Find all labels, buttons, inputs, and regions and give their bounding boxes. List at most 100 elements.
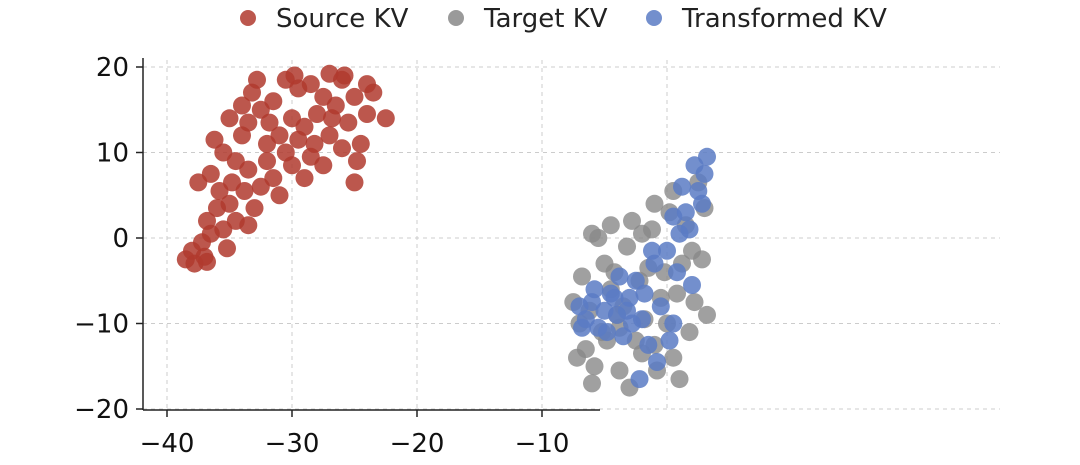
scatter-point-target-kv xyxy=(664,348,683,367)
scatter-point-transformed-kv xyxy=(618,301,636,320)
legend: Source KV Target KV Transformed KV xyxy=(240,4,887,34)
scatter-point-target-kv xyxy=(610,361,629,380)
axes-layer xyxy=(142,58,600,411)
scatter-point-transformed-kv xyxy=(693,194,711,213)
x-tick-label: −20 xyxy=(390,429,445,459)
y-tick-label: 10 xyxy=(96,139,129,169)
legend-label-source-kv: Source KV xyxy=(276,4,409,34)
scatter-point-source-kv xyxy=(220,194,239,213)
scatter-point-source-kv xyxy=(264,169,283,188)
scatter-point-target-kv xyxy=(670,370,689,389)
scatter-point-source-kv xyxy=(301,75,320,94)
scatter-point-target-kv xyxy=(680,323,699,342)
scatter-point-target-kv xyxy=(698,305,716,324)
scatter-point-transformed-kv xyxy=(673,177,691,196)
scatter-point-target-kv xyxy=(573,267,591,286)
scatter-point-transformed-kv xyxy=(639,335,658,354)
scatter-point-target-kv xyxy=(623,211,641,230)
scatter-point-target-kv xyxy=(693,250,711,269)
scatter-point-target-kv xyxy=(568,348,586,367)
scatter-point-source-kv xyxy=(260,113,279,132)
scatter-point-source-kv xyxy=(305,134,324,153)
scatter-point-transformed-kv xyxy=(605,288,624,307)
scatter-point-source-kv xyxy=(358,105,376,123)
scatter-point-source-kv xyxy=(220,109,239,128)
scatter-point-transformed-kv xyxy=(585,280,604,299)
scatter-point-target-kv xyxy=(618,237,636,256)
scatter-point-source-kv xyxy=(258,134,276,153)
scatter-point-transformed-kv xyxy=(630,370,649,389)
scatter-point-source-kv xyxy=(251,100,270,119)
scatter-point-target-kv xyxy=(668,284,686,303)
scatter-point-transformed-kv xyxy=(573,318,591,337)
scatter-point-transformed-kv xyxy=(664,207,683,226)
ticks-layer: −40 −30 −20 −10 20 10 0 −10 −20 xyxy=(74,53,569,459)
y-tick-label: −20 xyxy=(74,395,129,425)
scatter-point-source-kv xyxy=(345,173,364,192)
scatter-point-source-kv xyxy=(376,109,395,128)
legend-label-target-kv: Target KV xyxy=(483,4,608,34)
scatter-point-target-kv xyxy=(601,216,620,235)
scatter-point-transformed-kv xyxy=(598,323,616,342)
scatter-point-transformed-kv xyxy=(664,314,683,333)
scatter-point-transformed-kv xyxy=(614,327,633,346)
scatter-point-target-kv xyxy=(585,357,604,376)
scatter-point-transformed-kv xyxy=(651,297,670,316)
legend-marker-target-kv xyxy=(448,10,464,26)
scatter-point-source-kv xyxy=(333,139,351,158)
scatter-point-source-kv xyxy=(198,211,216,230)
scatter-point-target-kv xyxy=(643,220,661,239)
legend-label-transformed-kv: Transformed KV xyxy=(681,4,887,34)
scatter-point-source-kv xyxy=(335,66,354,85)
scatter-point-source-kv xyxy=(295,169,314,188)
scatter-point-source-kv xyxy=(245,199,264,218)
scatter-point-transformed-kv xyxy=(680,220,699,239)
scatter-point-transformed-kv xyxy=(643,241,661,260)
scatter-point-source-kv xyxy=(283,156,301,175)
scatter-point-source-kv xyxy=(345,87,364,106)
scatter-point-source-kv xyxy=(198,252,216,271)
scatter-point-source-kv xyxy=(189,173,208,192)
scatter-point-source-kv xyxy=(285,66,304,85)
scatter-point-source-kv xyxy=(320,64,339,83)
scatter-point-source-kv xyxy=(270,186,289,205)
scatter-point-target-kv xyxy=(645,194,664,213)
scatter-point-source-kv xyxy=(323,109,341,128)
scatter-point-transformed-kv xyxy=(635,284,654,303)
x-tick-label: −30 xyxy=(265,429,320,459)
scatter-point-source-kv xyxy=(205,130,224,149)
scatter-point-source-kv xyxy=(358,75,376,94)
legend-marker-transformed-kv xyxy=(646,10,662,26)
scatter-point-source-kv xyxy=(226,152,245,171)
scatter-point-target-kv xyxy=(583,374,601,393)
legend-marker-source-kv xyxy=(240,10,256,26)
scatter-point-transformed-kv xyxy=(626,271,645,290)
scatter-point-transformed-kv xyxy=(648,353,666,371)
scatter-point-source-kv xyxy=(339,113,358,132)
scatter-point-target-kv xyxy=(583,224,601,243)
scatter-point-source-kv xyxy=(348,152,366,171)
scatter-point-target-kv xyxy=(685,293,704,312)
x-tick-label: −10 xyxy=(515,429,570,459)
scatter-point-transformed-kv xyxy=(610,267,629,286)
scatter-point-source-kv xyxy=(233,126,251,145)
x-tick-label: −40 xyxy=(140,429,195,459)
scatter-point-source-kv xyxy=(218,239,236,258)
scatter-point-transformed-kv xyxy=(658,241,676,260)
scatter-point-source-kv xyxy=(314,87,333,106)
points-layer xyxy=(176,64,716,397)
scatter-point-source-kv xyxy=(248,70,266,89)
scatter-point-source-kv xyxy=(320,126,339,145)
scatter-point-source-kv xyxy=(351,134,370,153)
scatter-point-transformed-kv xyxy=(660,331,679,350)
scatter-point-source-kv xyxy=(210,182,229,200)
scatter-point-source-kv xyxy=(239,216,258,235)
scatter-point-source-kv xyxy=(233,96,251,115)
scatter-point-source-kv xyxy=(258,152,276,171)
scatter-point-transformed-kv xyxy=(668,263,686,282)
scatter-point-source-kv xyxy=(308,105,326,123)
scatter-point-transformed-kv xyxy=(698,147,716,166)
scatter-point-source-kv xyxy=(314,156,333,175)
